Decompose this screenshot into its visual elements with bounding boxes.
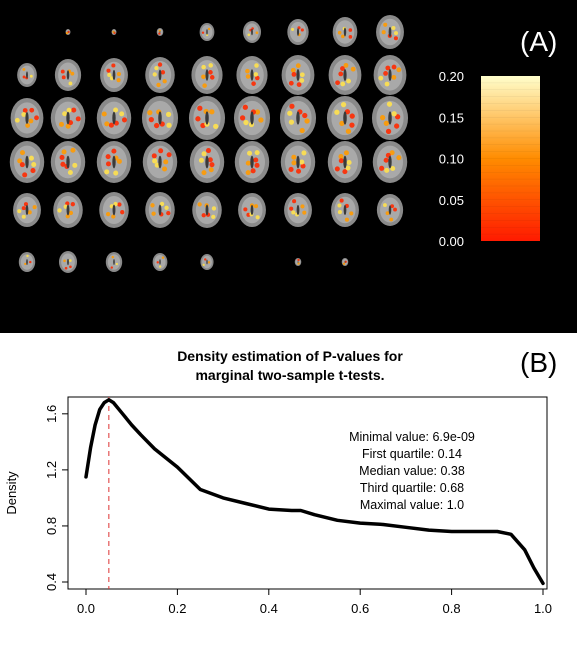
brain-slice [326,96,364,140]
brain-slice [145,57,175,93]
brain-slice [50,141,86,183]
brain-slice [376,15,404,49]
brain-slice [191,56,223,94]
brain-slice [53,192,83,228]
stat-line: Third quartile: 0.68 [360,481,464,495]
x-tick-label: 1.0 [534,601,552,616]
stat-line: Median value: 0.38 [359,464,465,478]
brain-slice [242,21,262,43]
chart-title-line-2: marginal two-sample t-tests. [195,367,384,383]
brain-slice [234,141,270,183]
panel-b-label: (B) [520,347,558,378]
panel-b-density-plot: (B) Density estimation of P-values for m… [0,333,581,664]
brain-slice [50,97,86,139]
x-tick-label: 0.6 [351,601,369,616]
x-tick-label: 0.4 [260,601,278,616]
brain-slice [199,23,215,41]
brain-slice [280,141,316,183]
panel-a-brain-maps: (A) 0.20 0.15 0.10 0.05 0.00 [0,0,577,333]
brain-slice [373,55,407,95]
brain-slice [96,141,132,183]
brain-slice [10,98,44,138]
density-curve [84,398,545,586]
brain-slice [58,251,78,273]
brain-slice [17,63,37,87]
brain-slice [236,56,268,94]
brain-slice [145,192,175,228]
brain-slices-grid [9,15,409,273]
y-tick-label: 0.8 [44,517,59,535]
brain-slice [99,192,129,228]
brain-slice [371,96,409,140]
brain-slice [192,192,222,228]
brain-slice [341,258,349,266]
brain-slice [18,252,36,272]
colorbar-tick-label: 0.10 [439,152,464,167]
brain-slice [100,58,128,92]
colorbar: 0.20 0.15 0.10 0.05 0.00 [439,69,540,249]
brain-slice [9,141,45,183]
brain-slice [327,141,363,183]
stat-line: First quartile: 0.14 [362,447,462,461]
colorbar-tick-label: 0.15 [439,110,464,125]
colorbar-tick-label: 0.00 [439,234,464,249]
brain-slice [332,17,358,47]
brain-slice [294,258,302,266]
brain-slice [284,193,312,227]
stat-line: Maximal value: 1.0 [360,498,464,512]
brain-slice [96,97,132,139]
brain-slice [233,96,271,140]
chart-title-line-1: Density estimation of P-values for [177,348,403,364]
brain-slice [279,96,317,140]
summary-stats: Minimal value: 6.9e-09 First quartile: 0.… [349,430,475,512]
colorbar-gradient [481,76,540,241]
brain-slice [200,254,214,270]
stat-line: Minimal value: 6.9e-09 [349,430,475,444]
brain-slice [13,193,41,227]
density-chart: Density estimation of P-values for margi… [4,348,552,616]
brain-slice [238,193,266,227]
colorbar-tick-label: 0.05 [439,193,464,208]
brain-slice [156,28,164,36]
x-tick-label: 0.8 [443,601,461,616]
y-tick-label: 1.2 [44,461,59,479]
brain-slice [287,19,309,45]
y-axis-label: Density [4,471,19,515]
x-tick-label: 0.2 [168,601,186,616]
brain-slice [152,253,168,271]
x-tick-label: 0.0 [77,601,95,616]
brain-slice [54,59,82,91]
brain-slice [65,29,71,35]
brain-slice [142,141,178,183]
panel-a-label: (A) [520,26,558,57]
brain-slice [376,194,404,226]
brain-slice [188,96,226,140]
y-tick-label: 0.4 [44,573,59,591]
colorbar-tick-label: 0.20 [439,69,464,84]
plot-frame [67,396,548,590]
brain-slice [111,29,117,35]
brain-slice [189,141,225,183]
brain-slice [105,252,123,272]
brain-slice [141,96,179,140]
brain-slice [372,141,408,183]
brain-slice [281,55,315,95]
y-tick-label: 1.6 [44,405,59,423]
brain-slice [328,55,362,95]
brain-slice [331,193,359,227]
